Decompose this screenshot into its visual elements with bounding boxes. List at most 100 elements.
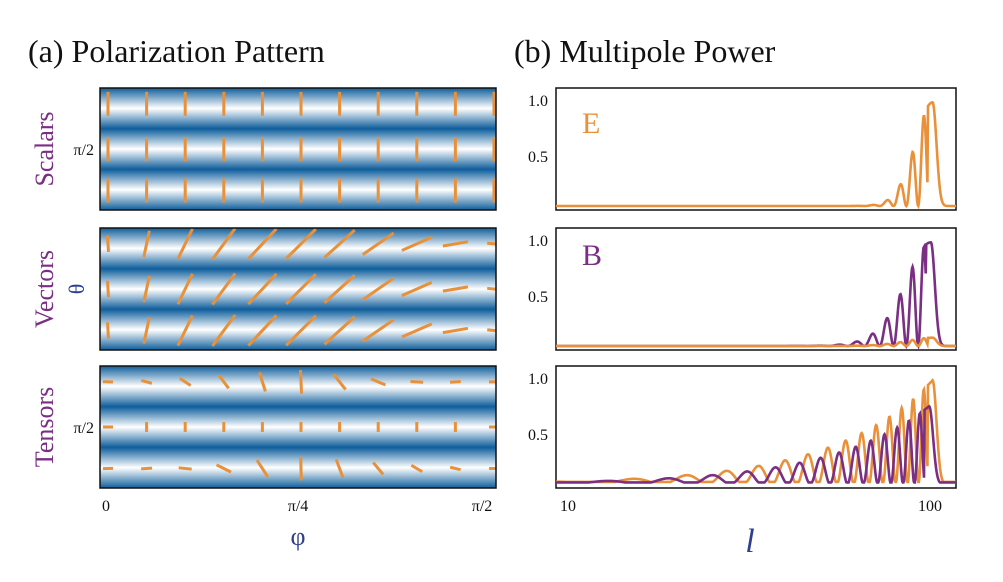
panel-b-x-axis: 10 100 l	[560, 498, 942, 560]
series-line-e	[556, 100, 956, 210]
panel-b-row-e: E 1.0 0.5	[528, 87, 957, 211]
polarization-stick	[247, 314, 278, 347]
row-label-vectors: Vectors	[30, 250, 59, 328]
panel-b-title: (b) Multipole Power	[514, 33, 776, 69]
series-line-e	[555, 378, 956, 484]
polarization-stick	[285, 228, 317, 260]
polarization-stick	[449, 379, 461, 384]
polarization-stick	[361, 276, 395, 302]
panel-a-row-vectors: Vectors θ	[30, 227, 497, 351]
polarization-stick	[142, 317, 151, 344]
polarization-stick	[142, 275, 151, 303]
polarization-stick	[257, 371, 267, 392]
polarization-stick	[141, 466, 153, 471]
polarization-stick	[247, 272, 278, 306]
polarization-stick	[106, 322, 110, 339]
spectrum-lines	[555, 378, 956, 484]
panel-frame	[99, 87, 497, 211]
y-tick-label: 1.0	[528, 93, 548, 110]
polarization-stick	[106, 235, 110, 253]
polarization-stick	[442, 285, 469, 293]
polarization-stick	[442, 240, 469, 248]
polarization-stick	[215, 463, 232, 474]
polarization-stick	[323, 274, 356, 304]
x-axis-label: l	[745, 523, 754, 560]
y-tick-label: 0.5	[528, 427, 548, 444]
y-tick-label: 0.5	[528, 149, 548, 166]
polarization-stick	[487, 286, 496, 291]
panel-frame	[99, 365, 497, 489]
panel-a-title: (a) Polarization Pattern	[28, 33, 325, 69]
polarization-stick	[285, 273, 317, 305]
polarization-sticks	[102, 369, 496, 481]
panel-b-row-b: B 1.0 0.5	[528, 227, 957, 351]
row-label-tensors: Tensors	[30, 387, 59, 468]
polarization-stick	[176, 228, 194, 260]
panel-frame	[99, 227, 497, 351]
x-axis-label: φ	[290, 522, 305, 551]
polarization-stick	[370, 377, 387, 387]
series-label-e: E	[582, 107, 600, 140]
polarization-stick	[323, 229, 356, 259]
stripe-field	[100, 366, 496, 488]
polarization-stick	[449, 465, 461, 472]
polarization-stick	[255, 459, 270, 478]
panel-b-row-tensor: 1.0 0.5	[528, 365, 957, 489]
panel-frame	[555, 227, 957, 351]
polarization-stick	[487, 241, 496, 246]
polarization-stick	[298, 369, 304, 394]
series-line-b	[556, 404, 956, 484]
x-tick-label: 100	[918, 498, 942, 515]
polarization-stick	[401, 235, 433, 252]
panel-a-row-scalars: Scalars π/2	[30, 87, 497, 211]
polarization-stick	[176, 273, 194, 305]
x-tick-label: 0	[102, 498, 110, 515]
x-tick-label: 10	[560, 498, 576, 515]
polarization-sticks	[106, 91, 496, 203]
x-tick-label: π/4	[288, 498, 309, 515]
polarization-stick	[361, 231, 395, 256]
polarization-stick	[106, 280, 110, 298]
polarization-stick	[401, 322, 433, 339]
polarization-stick	[334, 458, 345, 479]
series-line-b	[556, 241, 956, 350]
polarization-stick	[211, 272, 237, 306]
polarization-stick	[140, 378, 153, 385]
y-tick-label: π/2	[73, 142, 94, 159]
polarization-stick	[285, 314, 317, 347]
polarization-stick	[142, 230, 151, 258]
y-tick-label: 1.0	[528, 371, 548, 388]
polarization-stick	[410, 379, 424, 384]
panel-a-row-tensors: Tensors π/2	[30, 365, 497, 489]
polarization-stick	[299, 456, 303, 481]
series-label-b: B	[582, 239, 602, 272]
row-label-scalars: Scalars	[30, 111, 59, 186]
polarization-stick	[401, 281, 433, 297]
panel-frame	[555, 87, 957, 211]
y-axis-label: θ	[64, 284, 89, 295]
polarization-stick	[211, 314, 237, 347]
polarization-stick	[323, 315, 356, 346]
stripe-field	[100, 88, 496, 210]
polarization-stick	[178, 376, 192, 387]
polarization-stick	[217, 374, 230, 390]
polarization-stick	[361, 318, 395, 343]
y-tick-label: 1.0	[528, 233, 548, 250]
polarization-stick	[176, 314, 194, 347]
polarization-stick	[487, 328, 496, 333]
x-tick-label: π/2	[472, 498, 493, 515]
spectrum-lines	[556, 241, 956, 350]
spectrum-lines	[556, 100, 956, 210]
panel-frame	[555, 365, 957, 489]
polarization-sticks	[106, 228, 496, 347]
series-line-e	[556, 336, 956, 349]
polarization-stick	[442, 326, 469, 335]
polarization-stick	[247, 228, 278, 260]
polarization-stick	[211, 228, 237, 261]
panel-a-x-axis: 0 π/4 π/2 φ	[102, 498, 492, 551]
polarization-stick	[410, 463, 424, 474]
y-tick-label: 0.5	[528, 289, 548, 306]
polarization-stick	[332, 373, 347, 391]
y-tick-label: π/2	[73, 420, 94, 437]
